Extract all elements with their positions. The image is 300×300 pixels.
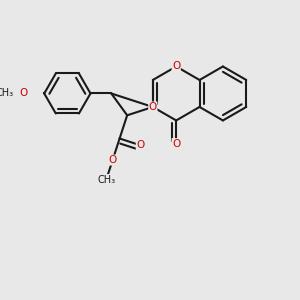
Text: O: O: [136, 140, 145, 150]
Text: O: O: [20, 88, 28, 98]
Text: CH₃: CH₃: [0, 88, 14, 98]
Text: O: O: [172, 61, 180, 71]
Text: O: O: [172, 139, 180, 148]
Text: O: O: [149, 102, 157, 112]
Text: O: O: [109, 155, 117, 165]
Text: CH₃: CH₃: [97, 175, 115, 184]
